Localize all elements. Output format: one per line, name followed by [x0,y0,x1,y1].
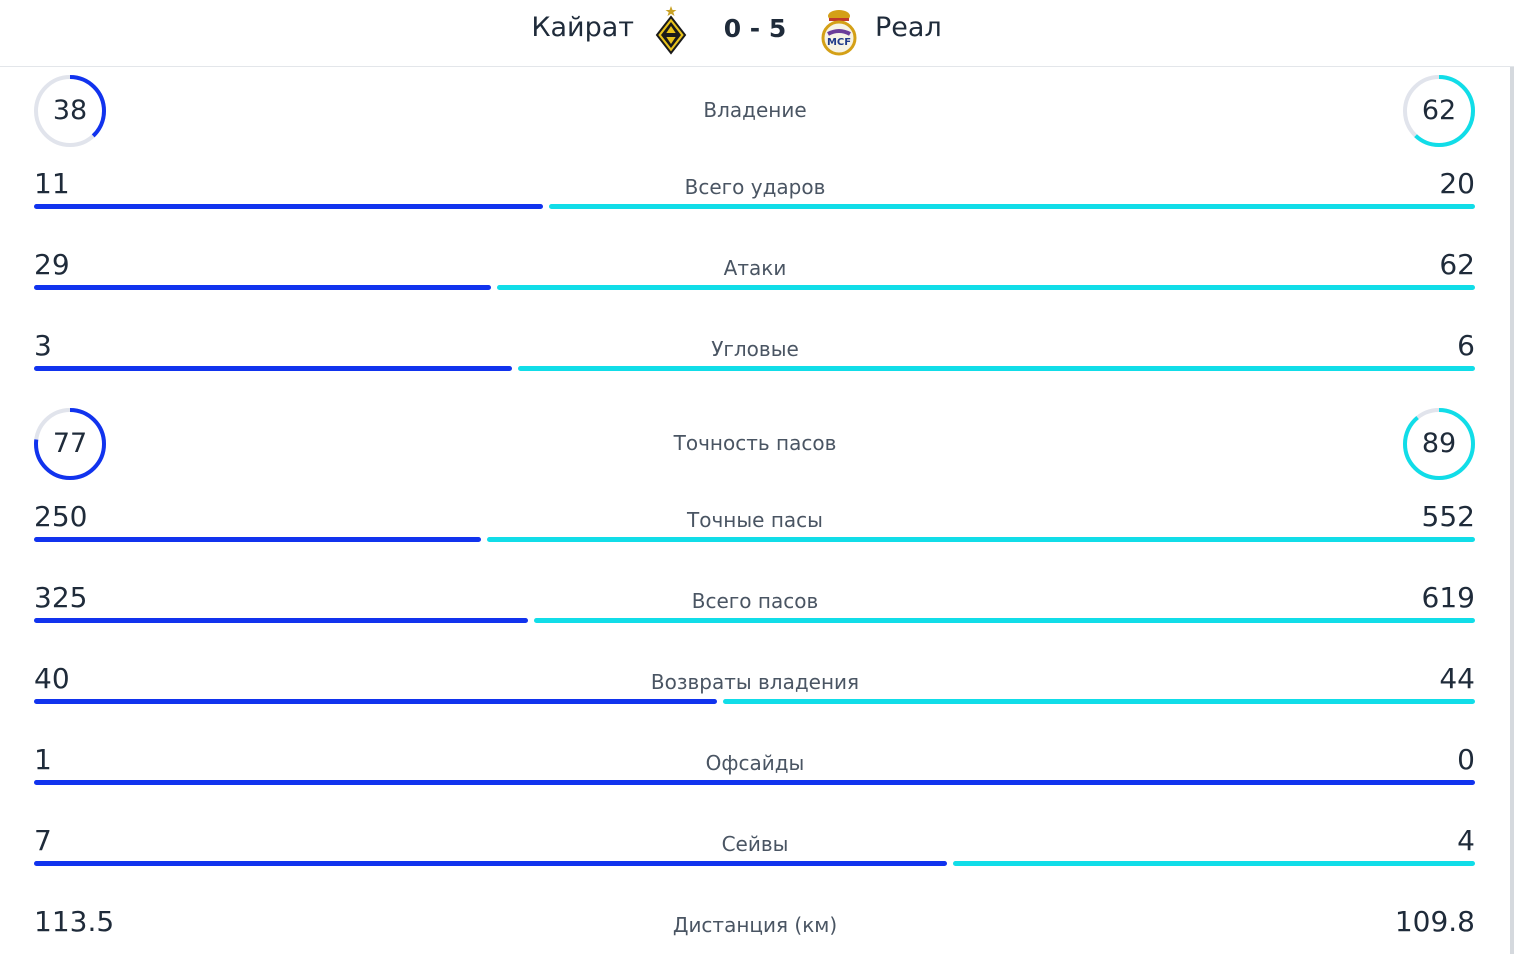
possession-away-ring-graphic [1403,75,1475,147]
total-shots-label: Всего ударов [684,175,826,199]
saves-label: Сейвы [721,832,789,856]
stat-row-pass-accuracy: 77 Точность пасов 89 [0,407,1510,487]
pass-accuracy-home-ring-graphic [34,408,106,480]
offsides-away-value: 0 [1457,743,1475,776]
saves-home-value: 7 [34,824,52,857]
corners-away-bar [518,366,1475,371]
attacks-label: Атаки [723,256,787,280]
total-shots-home-bar [34,204,543,209]
corners-away-value: 6 [1457,329,1475,362]
possession-away-value: 62 [1421,95,1457,126]
kairat-crest-icon[interactable] [652,5,690,55]
total-passes-bar [34,618,1475,623]
saves-away-bar [953,861,1475,866]
pass-accuracy-home-ring: 77 [33,407,107,481]
recoveries-home-value: 40 [34,662,70,695]
saves-away-value: 4 [1457,824,1475,857]
pass-accuracy-home-value: 77 [52,428,88,459]
pass-accuracy-away-value: 89 [1421,428,1457,459]
stat-row-distance: 113.5 Дистанция (км) 109.8 [0,905,1510,954]
accurate-passes-label: Точные пасы [687,508,823,532]
attacks-bar [34,285,1475,290]
stat-row-saves: 7 Сейвы 4 [0,824,1510,894]
possession-home-ring-graphic [34,75,106,147]
stat-row-total-shots: 11 Всего ударов 20 [0,167,1510,237]
accurate-passes-bar [34,537,1475,542]
total-passes-label: Всего пасов [691,589,819,613]
pass-accuracy-away-ring: 89 [1402,407,1476,481]
total-shots-bar [34,204,1475,209]
total-shots-away-bar [549,204,1475,209]
recoveries-away-bar [723,699,1475,704]
distance-away-value: 109.8 [1394,905,1475,938]
accurate-passes-home-bar [34,537,481,542]
svg-text:MCF: MCF [827,37,851,48]
match-header: Кайрат 0 - 5 MCF Реал [0,0,1514,67]
stat-row-total-passes: 325 Всего пасов 619 [0,581,1510,651]
scrollbar-thumb[interactable] [1510,67,1514,954]
offsides-home-bar [34,780,1475,785]
total-passes-away-value: 619 [1421,581,1475,614]
possession-home-ring: 38 [33,74,107,148]
stat-row-corners: 3 Угловые 6 [0,329,1510,399]
saves-home-bar [34,861,947,866]
stat-row-possession: 38 Владение 62 [0,74,1510,154]
stat-row-accurate-passes: 250 Точные пасы 552 [0,500,1510,570]
possession-home-value: 38 [52,95,88,126]
accurate-passes-away-bar [487,537,1475,542]
total-passes-home-bar [34,618,528,623]
corners-bar [34,366,1475,371]
offsides-home-value: 1 [34,743,52,776]
attacks-away-value: 62 [1439,248,1475,281]
saves-bar [34,861,1475,866]
attacks-home-bar [34,285,491,290]
match-score: 0 - 5 [723,14,787,43]
stat-row-recoveries: 40 Возвраты владения 44 [0,662,1510,732]
offsides-bar [34,780,1475,785]
total-shots-away-value: 20 [1439,167,1475,200]
corners-home-bar [34,366,512,371]
pass-accuracy-away-ring-graphic [1403,408,1475,480]
offsides-label: Офсайды [705,751,805,775]
possession-away-ring: 62 [1402,74,1476,148]
attacks-home-value: 29 [34,248,70,281]
pass-accuracy-label: Точность пасов [673,431,837,455]
accurate-passes-home-value: 250 [34,500,88,533]
recoveries-away-value: 44 [1439,662,1475,695]
possession-label: Владение [703,98,807,122]
distance-label: Дистанция (км) [672,913,838,937]
total-passes-home-value: 325 [34,581,88,614]
home-team-name[interactable]: Кайрат [531,12,634,43]
recoveries-label: Возвраты владения [650,670,860,694]
corners-home-value: 3 [34,329,52,362]
total-shots-home-value: 11 [34,167,70,200]
corners-label: Угловые [711,337,799,361]
attacks-away-bar [497,285,1475,290]
total-passes-away-bar [534,618,1475,623]
stat-row-attacks: 29 Атаки 62 [0,248,1510,318]
recoveries-home-bar [34,699,717,704]
stat-row-offsides: 1 Офсайды 0 [0,743,1510,813]
recoveries-bar [34,699,1475,704]
distance-home-value: 113.5 [34,905,115,938]
accurate-passes-away-value: 552 [1421,500,1475,533]
away-team-name[interactable]: Реал [875,12,942,43]
real-madrid-crest-icon[interactable]: MCF [820,6,858,56]
